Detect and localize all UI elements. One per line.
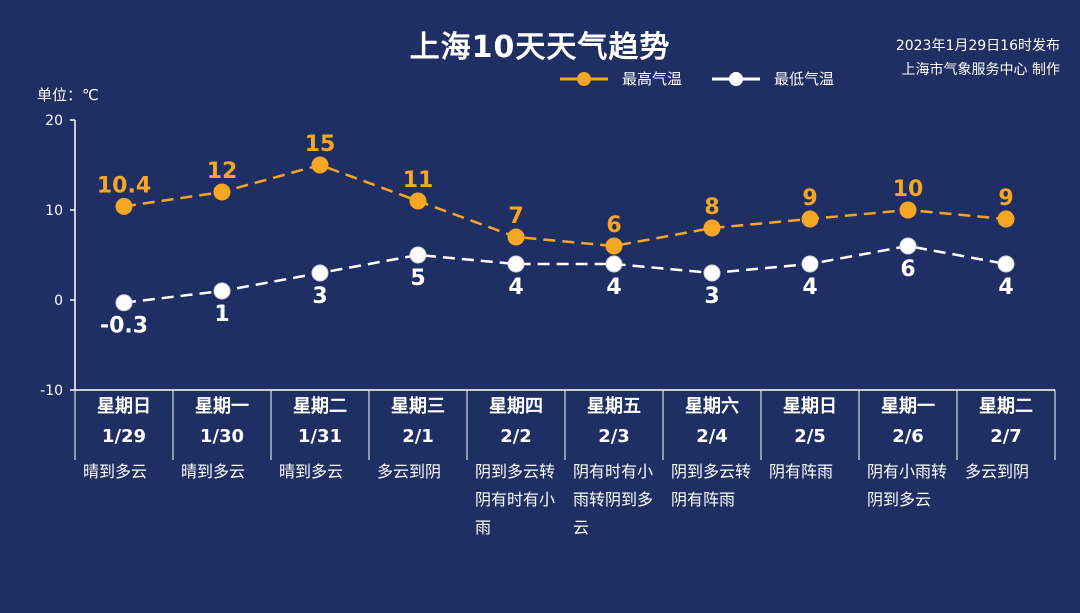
- series-high-point: [899, 201, 917, 219]
- series-high-line: [123, 163, 1007, 248]
- series-low-point: [997, 255, 1015, 273]
- series-low-data-label: 4: [508, 275, 523, 300]
- y-tick-label: 0: [54, 293, 63, 309]
- publisher: 上海市气象服务中心 制作: [901, 62, 1060, 78]
- series-high-data-label: 15: [305, 132, 336, 157]
- day-weather: 阴到多云转阴有阵雨: [671, 462, 752, 509]
- legend-low-label: 最低气温: [774, 70, 835, 88]
- day-weekday: 星期六: [685, 396, 739, 417]
- series-high-point: [115, 197, 133, 215]
- series-high-point: [801, 210, 819, 228]
- series-high-data-label: 9: [998, 186, 1013, 211]
- day-date: 2/3: [598, 426, 630, 447]
- day-date: 2/6: [892, 426, 924, 447]
- series-high-data-label: 12: [207, 159, 238, 184]
- day-weather: 晴到多云: [279, 462, 344, 481]
- series-low-point: [507, 255, 525, 273]
- day-weather: 多云到阴: [965, 462, 1030, 481]
- day-weekday: 星期三: [391, 396, 445, 417]
- series-low-data-label: -0.3: [100, 314, 148, 339]
- series-low-data-label: 4: [998, 275, 1013, 300]
- day-date: 2/4: [696, 426, 728, 447]
- day-weekday: 星期四: [489, 396, 543, 417]
- day-column: 星期四 2/2 阴到多云转阴有时有小雨: [467, 392, 565, 542]
- publish-time: 2023年1月29日16时发布: [895, 38, 1060, 54]
- series-low-point: [605, 255, 623, 273]
- day-weekday: 星期一: [881, 396, 935, 417]
- legend: 最高气温 最低气温: [558, 68, 862, 89]
- day-weekday: 星期二: [979, 396, 1033, 417]
- series-low-point: [899, 237, 917, 255]
- day-weather: 阴到多云转阴有时有小雨: [475, 462, 556, 537]
- series-low-point: [213, 282, 231, 300]
- day-column: 星期三 2/1 多云到阴: [369, 392, 467, 486]
- series-high-point: [507, 228, 525, 246]
- series-high-data-label: 10: [893, 177, 924, 202]
- day-date: 1/30: [199, 426, 245, 447]
- series-low-point: [311, 264, 329, 282]
- legend-item-low: 最低气温: [710, 68, 834, 89]
- day-date: 2/7: [990, 426, 1022, 447]
- day-column: 星期日 1/29 晴到多云: [75, 392, 173, 486]
- series-low-data-label: 5: [410, 266, 425, 291]
- series-low-data-label: 3: [312, 284, 327, 309]
- day-column: 星期一 2/6 阴有小雨转阴到多云: [859, 392, 957, 514]
- series-high-point: [997, 210, 1015, 228]
- series-low-point: [801, 255, 819, 273]
- publish-info: 2023年1月29日16时发布 上海市气象服务中心 制作: [896, 34, 1060, 82]
- day-weekday: 星期二: [293, 396, 347, 417]
- series-high-point: [213, 183, 231, 201]
- series-low-line: [123, 244, 1007, 304]
- day-column: 星期日 2/5 阴有阵雨: [761, 392, 859, 486]
- day-weather: 多云到阴: [377, 462, 442, 481]
- day-date: 2/2: [500, 426, 532, 447]
- series-high-data-label: 8: [704, 195, 719, 220]
- day-weather: 晴到多云: [83, 462, 148, 481]
- series-low-data-label: 4: [606, 275, 621, 300]
- unit-label: 单位：℃: [37, 86, 99, 104]
- series-high-point: [703, 219, 721, 237]
- legend-item-high: 最高气温: [558, 68, 682, 89]
- day-column: 星期六 2/4 阴到多云转阴有阵雨: [663, 392, 761, 514]
- day-weather: 阴有阵雨: [769, 462, 834, 481]
- series-low-point: [115, 294, 133, 312]
- day-date: 1/31: [297, 426, 343, 447]
- day-column: 星期五 2/3 阴有时有小雨转阴到多云: [565, 392, 663, 542]
- series-high-data-label: 10.4: [97, 173, 151, 198]
- series-high-data-label: 11: [403, 168, 434, 193]
- series-high-point: [311, 156, 329, 174]
- day-weather: 晴到多云: [181, 462, 246, 481]
- day-weekday: 星期日: [783, 396, 837, 417]
- legend-high-marker-icon: [560, 71, 608, 86]
- series-high-data-label: 7: [508, 204, 523, 229]
- chart-title: 上海10天天气趋势: [409, 30, 671, 65]
- series-low-data-label: 4: [802, 275, 817, 300]
- series-low-data-label: 3: [704, 284, 719, 309]
- day-column: 星期二 1/31 晴到多云: [271, 392, 369, 486]
- day-weekday: 星期日: [97, 396, 151, 417]
- series-low-point: [409, 246, 427, 264]
- legend-low-marker-icon: [712, 71, 761, 86]
- series-low-data-label: 1: [214, 302, 229, 327]
- y-tick-label: 10: [45, 203, 63, 219]
- day-column: 星期一 1/30 晴到多云: [173, 392, 271, 486]
- series-low-data-label: 6: [900, 257, 915, 282]
- series-high-point: [605, 237, 623, 255]
- y-tick-label: -10: [40, 383, 63, 399]
- day-column: 星期二 2/7 多云到阴: [957, 392, 1055, 486]
- series-high-data-label: 9: [802, 186, 817, 211]
- day-weather: 阴有小雨转阴到多云: [867, 462, 948, 509]
- y-tick-label: 20: [45, 113, 63, 129]
- day-weather: 阴有时有小雨转阴到多云: [573, 462, 654, 537]
- day-weekday: 星期一: [195, 396, 249, 417]
- series-high-data-label: 6: [606, 213, 621, 238]
- day-weekday: 星期五: [587, 396, 641, 417]
- legend-high-label: 最高气温: [622, 70, 683, 88]
- series-high-point: [409, 192, 427, 210]
- day-date: 2/1: [402, 426, 434, 447]
- series-low-point: [703, 264, 721, 282]
- day-date: 1/29: [101, 426, 147, 447]
- day-date: 2/5: [794, 426, 826, 447]
